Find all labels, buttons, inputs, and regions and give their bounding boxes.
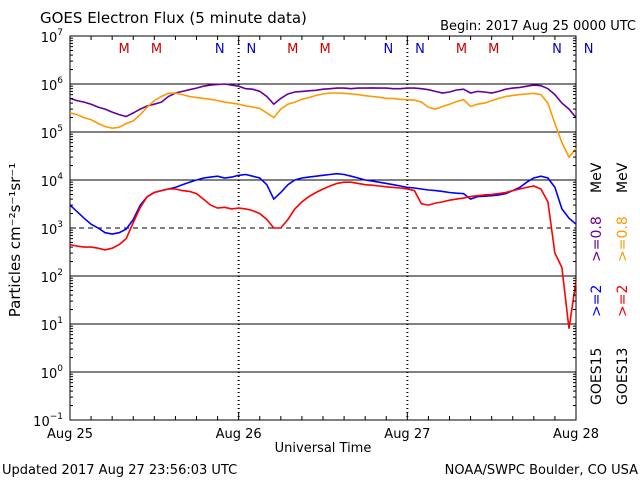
begin-time-label: Begin: 2017 Aug 25 0000 UTC — [440, 19, 636, 34]
legend-goes13-08mev: >=0.8 — [615, 216, 631, 262]
gridlines — [70, 83, 576, 373]
legend-unit-15: MeV — [589, 162, 605, 193]
chart-title: GOES Electron Flux (5 minute data) — [40, 9, 307, 27]
y-tick-label: 104 — [41, 172, 64, 190]
series-line-goes15_2mev — [69, 172, 577, 235]
marker-noon: N — [584, 42, 594, 57]
legend-unit-13: MeV — [615, 162, 631, 193]
x-tick-label: Aug 28 — [553, 427, 599, 442]
marker-noon: N — [415, 42, 425, 57]
y-tick-label: 106 — [41, 76, 64, 94]
y-axis-label: Particles cm⁻²s⁻¹sr⁻¹ — [6, 163, 24, 317]
marker-midnight: M — [119, 42, 130, 57]
x-tick-label: Aug 25 — [47, 427, 93, 442]
legend-goes13-label: GOES13 — [615, 348, 631, 405]
y-tick-label: 100 — [41, 364, 64, 382]
marker-midnight: M — [456, 42, 467, 57]
x-tick-label: Aug 26 — [216, 427, 262, 442]
marker-midnight: M — [488, 42, 499, 57]
marker-noon: N — [383, 42, 393, 57]
series-line-goes13_08mev — [69, 92, 577, 159]
marker-noon: N — [215, 42, 225, 57]
marker-midnight: M — [287, 42, 298, 57]
marker-midnight: M — [151, 42, 162, 57]
x-axis-ticks: Aug 25 Aug 26 Aug 27 Aug 28 — [47, 36, 599, 442]
x-tick-label: Aug 27 — [384, 427, 430, 442]
y-axis-ticks: 107 106 105 104 103 102 101 100 10−1 — [33, 28, 576, 430]
marker-midnight: M — [319, 42, 330, 57]
y-tick-label: 103 — [41, 220, 63, 238]
legend-goes15-08mev: >=0.8 — [589, 216, 605, 262]
marker-noon: N — [552, 42, 562, 57]
y-tick-label: 10−1 — [33, 412, 63, 430]
y-tick-label: 101 — [41, 316, 63, 334]
legend-goes15-label: GOES15 — [589, 348, 605, 405]
series-line-goes15_08mev — [69, 83, 577, 119]
series-layer — [69, 83, 577, 329]
legend: >=2 >=0.8 MeV >=2 >=0.8 MeV GOES15 GOES1… — [589, 162, 631, 405]
series-line-goes13_2mev — [69, 181, 577, 329]
updated-timestamp: Updated 2017 Aug 27 23:56:03 UTC — [2, 463, 237, 478]
y-tick-label: 102 — [41, 268, 63, 286]
x-axis-label: Universal Time — [275, 441, 372, 456]
credit-label: NOAA/SWPC Boulder, CO USA — [445, 463, 638, 478]
marker-noon: N — [246, 42, 256, 57]
legend-goes15-2mev: >=2 — [589, 285, 605, 317]
legend-goes13-2mev: >=2 — [615, 285, 631, 317]
y-tick-label: 105 — [41, 124, 63, 142]
y-tick-label: 107 — [41, 28, 63, 46]
